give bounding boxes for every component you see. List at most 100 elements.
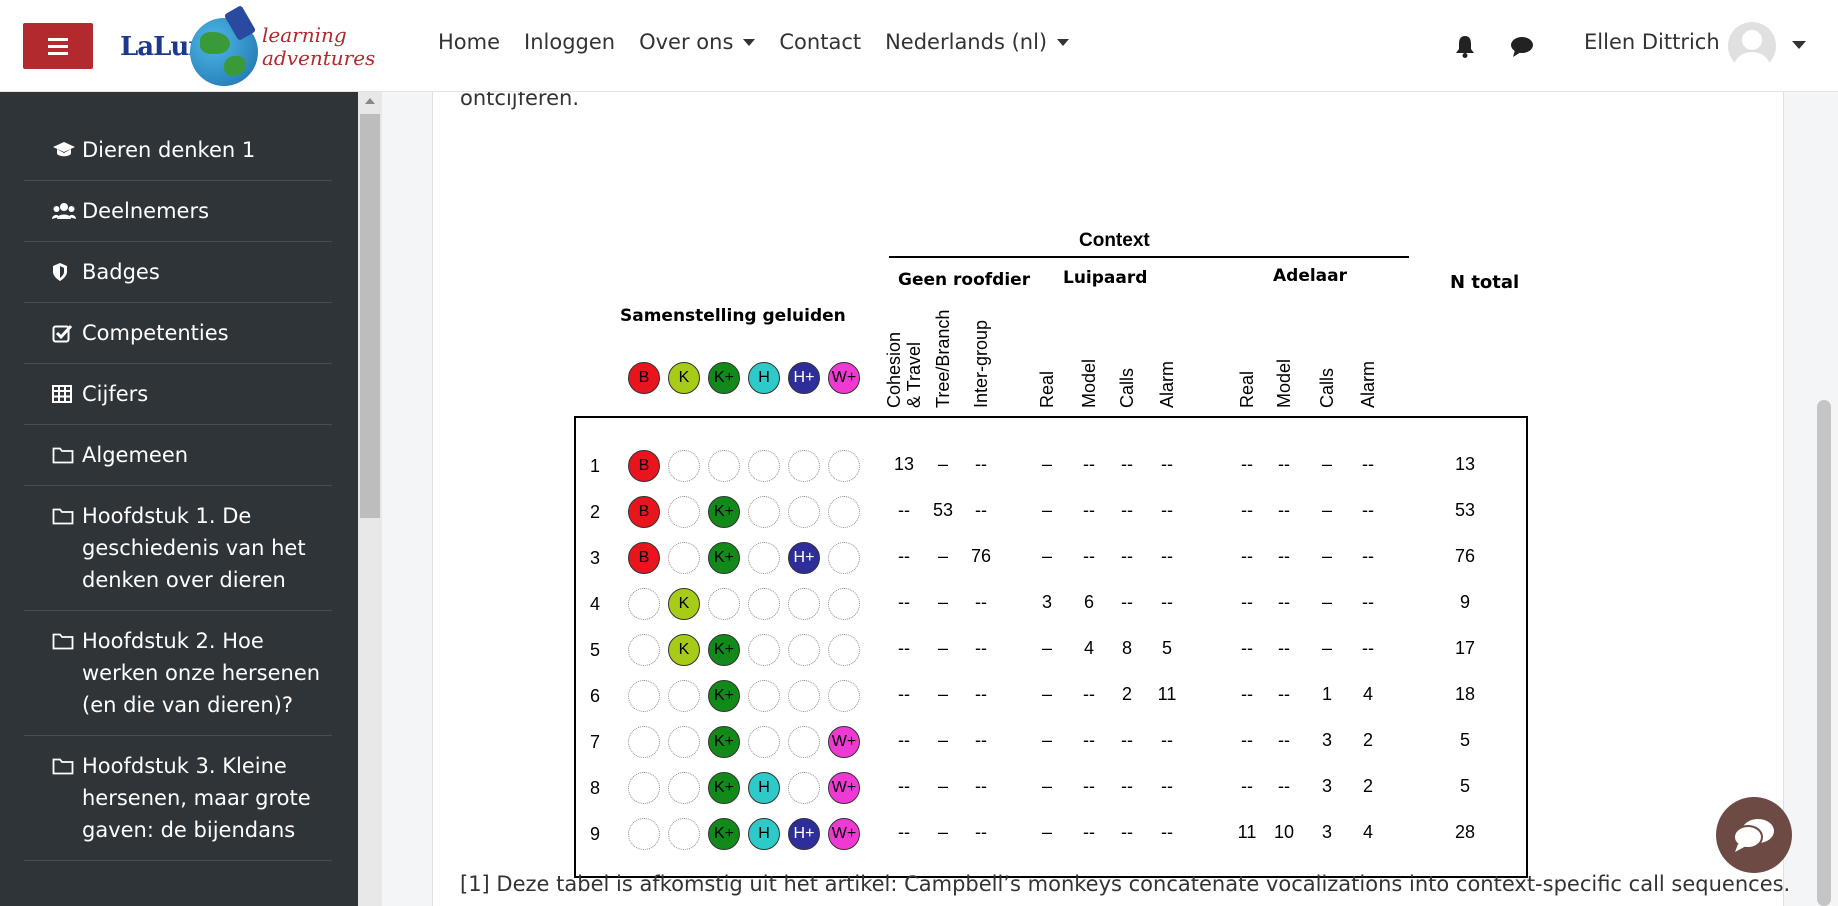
folder-icon	[52, 625, 82, 657]
table-cell: –	[1321, 500, 1332, 520]
call-dot-empty	[628, 588, 660, 620]
top-navbar: LaLuna learning adventures Home Inloggen …	[0, 0, 1838, 92]
table-cell: --	[898, 684, 910, 704]
table-cell: --	[1083, 730, 1095, 750]
sidebar-item-3[interactable]: Competenties	[24, 303, 332, 364]
table-cell: --	[1241, 730, 1253, 750]
table-cell: --	[1362, 546, 1374, 566]
call-dot-empty	[828, 588, 860, 620]
call-dot-empty	[628, 634, 660, 666]
sidebar-item-6[interactable]: Hoofdstuk 1. De geschiedenis van het den…	[24, 486, 332, 611]
logo-tagline: learning adventures	[262, 23, 376, 70]
call-dot-empty	[828, 542, 860, 574]
sidebar-item-4[interactable]: Cijfers	[24, 364, 332, 425]
graduation-cap-icon	[52, 134, 82, 166]
table-cell: –	[1041, 684, 1052, 704]
table-cell: 76	[970, 546, 992, 566]
table-cell: –	[1041, 776, 1052, 796]
paragraph-text: ontcijferen.	[460, 92, 579, 110]
table-cell: 3	[1041, 592, 1052, 612]
sidebar-item-label: Cijfers	[82, 382, 149, 406]
sidebar-item-5[interactable]: Algemeen	[24, 425, 332, 486]
table-cell: --	[1362, 500, 1374, 520]
call-dot-empty	[748, 542, 780, 574]
table-cell: --	[1121, 592, 1133, 612]
call-dot-empty	[748, 450, 780, 482]
call-dot-filled: K+	[708, 726, 740, 758]
table-cell: --	[1278, 684, 1290, 704]
table-cell: --	[1121, 776, 1133, 796]
table-cell: –	[937, 776, 948, 796]
table-cell: --	[975, 454, 987, 474]
table-cell: --	[898, 592, 910, 612]
nav-login[interactable]: Inloggen	[524, 30, 616, 54]
call-dot-filled: K+	[708, 680, 740, 712]
folder-icon	[52, 750, 82, 782]
table-cell: –	[1321, 592, 1332, 612]
chevron-down-icon[interactable]	[1792, 41, 1806, 49]
table-cell: --	[1241, 500, 1253, 520]
sidebar-scrollbar[interactable]	[358, 92, 382, 906]
table-cell: --	[1083, 454, 1095, 474]
nav-language-dropdown[interactable]: Nederlands (nl)	[885, 30, 1070, 54]
call-legend-1: K	[668, 362, 700, 394]
table-cell: --	[1121, 454, 1133, 474]
table-cell: --	[1083, 500, 1095, 520]
table-cell: --	[1362, 454, 1374, 474]
table-cell: --	[1161, 776, 1173, 796]
chat-icon[interactable]	[1510, 36, 1534, 58]
total-heading: N total	[1450, 272, 1520, 293]
page-scrollbar[interactable]	[1817, 400, 1831, 906]
user-name[interactable]: Ellen Dittrich	[1584, 30, 1720, 54]
menu-toggle-button[interactable]	[23, 23, 93, 69]
table-cell: --	[898, 546, 910, 566]
content-card	[432, 92, 1784, 906]
call-dot-empty	[668, 450, 700, 482]
nav-home[interactable]: Home	[438, 30, 501, 54]
table-cell: --	[898, 776, 910, 796]
call-legend-4: H+	[788, 362, 820, 394]
sidebar-item-2[interactable]: Badges	[24, 242, 332, 303]
folder-icon	[52, 439, 82, 471]
subcolumn-header: Model	[1274, 358, 1294, 408]
table-cell: --	[1121, 730, 1133, 750]
nav-contact[interactable]: Contact	[779, 30, 862, 54]
composition-heading: Samenstelling geluiden	[620, 306, 846, 326]
call-dot-empty	[668, 496, 700, 528]
subcolumn-header: Calls	[1117, 367, 1137, 408]
call-dot-empty	[628, 726, 660, 758]
sidebar-item-7[interactable]: Hoofdstuk 2. Hoe werken onze hersenen (e…	[24, 611, 332, 736]
bell-icon[interactable]	[1454, 34, 1476, 58]
site-logo[interactable]: LaLuna learning adventures	[120, 4, 380, 88]
scrollbar-thumb[interactable]	[360, 114, 380, 518]
call-dot-empty	[828, 634, 860, 666]
call-dot-filled: H	[748, 818, 780, 850]
avatar[interactable]	[1728, 22, 1776, 70]
subcolumn-header: Cohesion	[884, 331, 904, 408]
table-cell: 2	[1362, 730, 1373, 750]
sidebar-item-0[interactable]: Dieren denken 1	[24, 120, 332, 181]
chevron-down-icon	[1057, 38, 1070, 46]
footnote: [1] Deze tabel is afkomstig uit het arti…	[460, 872, 1791, 896]
table-total-cell: 17	[1454, 638, 1476, 658]
table-cell: --	[1083, 546, 1095, 566]
chat-support-button[interactable]	[1716, 797, 1792, 873]
sidebar-item-8[interactable]: Hoofdstuk 3. Kleine hersenen, maar grote…	[24, 736, 332, 861]
group-heading-adelaar: Adelaar	[1273, 266, 1348, 286]
call-dot-filled: K	[668, 588, 700, 620]
table-cell: --	[898, 500, 910, 520]
table-cell: –	[1041, 822, 1052, 842]
nav-about-dropdown[interactable]: Over ons	[639, 30, 756, 54]
table-cell: 11	[1237, 822, 1257, 842]
table-cell: --	[1121, 822, 1133, 842]
table-cell: --	[1278, 730, 1290, 750]
table-cell: 53	[932, 500, 954, 520]
table-total-cell: 28	[1454, 822, 1476, 842]
table-row-number: 9	[590, 824, 601, 844]
call-dot-empty	[628, 772, 660, 804]
sidebar-item-1[interactable]: Deelnemers	[24, 181, 332, 242]
scroll-up-arrow-icon[interactable]	[365, 98, 375, 104]
table-cell: --	[1278, 500, 1290, 520]
subcolumn-header: & Travel	[904, 341, 924, 408]
table-cell: --	[1241, 546, 1253, 566]
